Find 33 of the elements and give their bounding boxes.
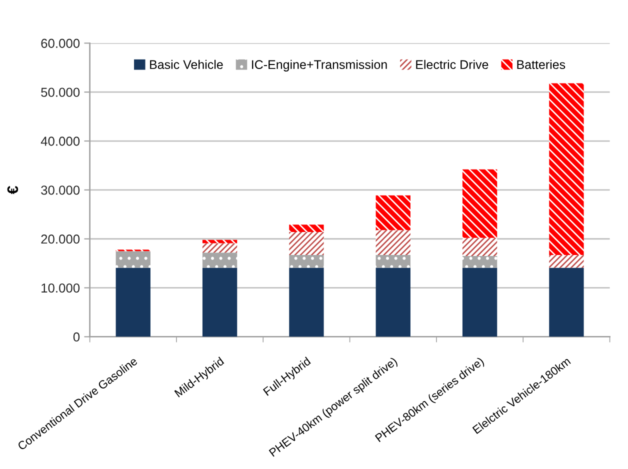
y-tick-label: 60.000 [41,38,80,48]
legend-label: Electric Drive [416,60,488,70]
y-tick-label: 50.000 [41,88,80,97]
y-tick-label: 0 [73,332,80,342]
legend-label: Basic Vehicle [150,60,223,70]
y-tick-label: 20.000 [41,234,80,244]
bar [376,255,410,268]
bar [462,256,498,268]
bar [289,224,324,232]
bar [376,195,410,230]
bar [202,243,238,253]
bar [116,268,150,337]
bar [549,83,584,256]
bar [202,240,238,244]
bar [376,268,410,337]
bar [462,238,498,256]
bar [376,230,410,256]
bar [116,251,150,268]
y-tick-label: 40.000 [40,136,80,146]
y-tick-label: 30.000 [41,186,80,195]
bar [289,232,324,256]
bar [289,255,324,268]
bar [462,268,498,337]
y-axis-title: € [7,186,18,194]
legend-label: IC-Engine+Transmission [252,60,387,72]
bar [202,252,238,268]
bar [549,268,584,337]
legend-label: Batteries [517,60,566,70]
bar [289,268,324,337]
bar [202,268,238,337]
y-tick-label: 10.000 [42,283,80,293]
bar [462,169,498,238]
bar [549,255,584,268]
